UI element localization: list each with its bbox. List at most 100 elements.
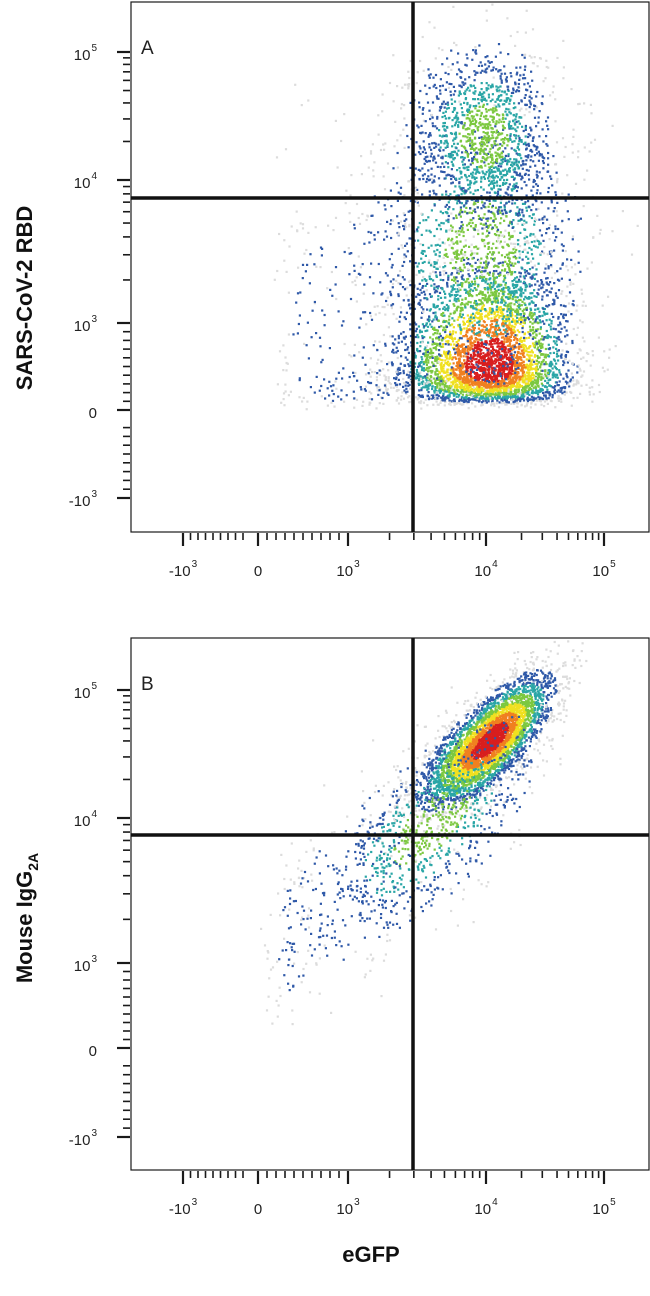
event-dot [420, 257, 423, 260]
event-dot [527, 373, 530, 376]
event-dot [481, 363, 484, 366]
event-dot [398, 320, 401, 323]
event-dot [524, 377, 527, 380]
event-dot [509, 368, 512, 371]
event-dot [416, 333, 419, 337]
event-dot [563, 361, 566, 364]
event-dot [503, 362, 506, 365]
event-dot [556, 390, 559, 393]
event-dot [527, 257, 530, 260]
event-dot [399, 306, 402, 309]
event-dot [513, 170, 516, 174]
event-dot [508, 382, 511, 385]
event-dot [486, 389, 489, 392]
event-dot [392, 348, 395, 351]
event-dot [444, 296, 447, 299]
event-dot [469, 342, 472, 345]
event-dot [452, 251, 455, 254]
event-dot [406, 358, 409, 361]
event-dot [467, 273, 470, 276]
event-dot [440, 313, 443, 316]
event-dot [467, 374, 470, 377]
event-dot [459, 327, 462, 331]
event-dot [303, 342, 306, 345]
event-dot [487, 296, 490, 299]
event-dot [419, 329, 422, 332]
event-dot [543, 312, 546, 315]
event-dot [367, 166, 370, 169]
event-dot [483, 245, 486, 248]
event-dot [454, 376, 457, 380]
event-dot [414, 362, 417, 365]
event-dot [548, 371, 551, 374]
event-dot [516, 281, 519, 284]
event-dot [468, 389, 471, 392]
event-dot [417, 394, 420, 397]
event-dot [494, 379, 497, 382]
event-dot [499, 363, 502, 366]
event-dot [494, 397, 498, 400]
event-dot [538, 310, 541, 313]
event-dot [471, 289, 475, 292]
event-dot [439, 244, 442, 247]
event-dot [449, 391, 452, 394]
event-dot [519, 396, 522, 399]
event-dot [397, 222, 400, 225]
event-dot [460, 275, 463, 279]
event-dot [545, 232, 548, 235]
event-dot [448, 356, 451, 359]
event-dot [417, 336, 420, 339]
event-dot [508, 366, 511, 369]
event-dot [511, 280, 514, 283]
event-dot [348, 354, 351, 357]
event-dot [535, 183, 538, 186]
event-dot [542, 252, 546, 255]
event-dot [469, 301, 472, 304]
event-dot [525, 221, 528, 224]
event-dot [429, 365, 432, 369]
event-dot [575, 383, 578, 386]
event-dot [533, 397, 536, 400]
event-dot [445, 370, 448, 373]
event-dot [493, 372, 496, 375]
event-dot [389, 280, 392, 283]
event-dot [519, 280, 522, 283]
event-dot [516, 395, 519, 398]
event-dot [544, 379, 547, 382]
event-dot [569, 283, 572, 286]
event-dot [515, 342, 518, 345]
event-dot [536, 239, 539, 243]
event-dot [513, 186, 516, 190]
event-dot [540, 369, 543, 372]
event-dot [512, 356, 515, 359]
event-dot [485, 397, 488, 400]
event-dot [516, 405, 519, 408]
event-dot [523, 394, 526, 398]
event-dot [494, 349, 498, 352]
event-dot [534, 283, 537, 286]
event-dot [420, 381, 423, 384]
event-dot [429, 264, 433, 267]
event-dot [496, 341, 499, 345]
event-dot [523, 243, 526, 246]
event-dot [469, 218, 472, 221]
event-dot [542, 283, 545, 286]
event-dot [554, 227, 557, 231]
event-dot [458, 365, 461, 368]
event-dot [525, 382, 528, 385]
event-dot [435, 219, 438, 222]
event-dot [508, 234, 511, 237]
event-dot [432, 351, 435, 355]
event-dot [621, 210, 624, 213]
event-dot [471, 305, 474, 308]
event-dot [438, 325, 441, 329]
event-dot [436, 376, 439, 379]
event-dot [472, 209, 475, 212]
event-dot [498, 314, 502, 317]
event-dot [452, 242, 455, 245]
event-dot [516, 239, 520, 242]
event-dot [476, 247, 479, 250]
event-dot [426, 404, 429, 407]
event-dot [534, 381, 537, 384]
event-dot [519, 231, 522, 234]
